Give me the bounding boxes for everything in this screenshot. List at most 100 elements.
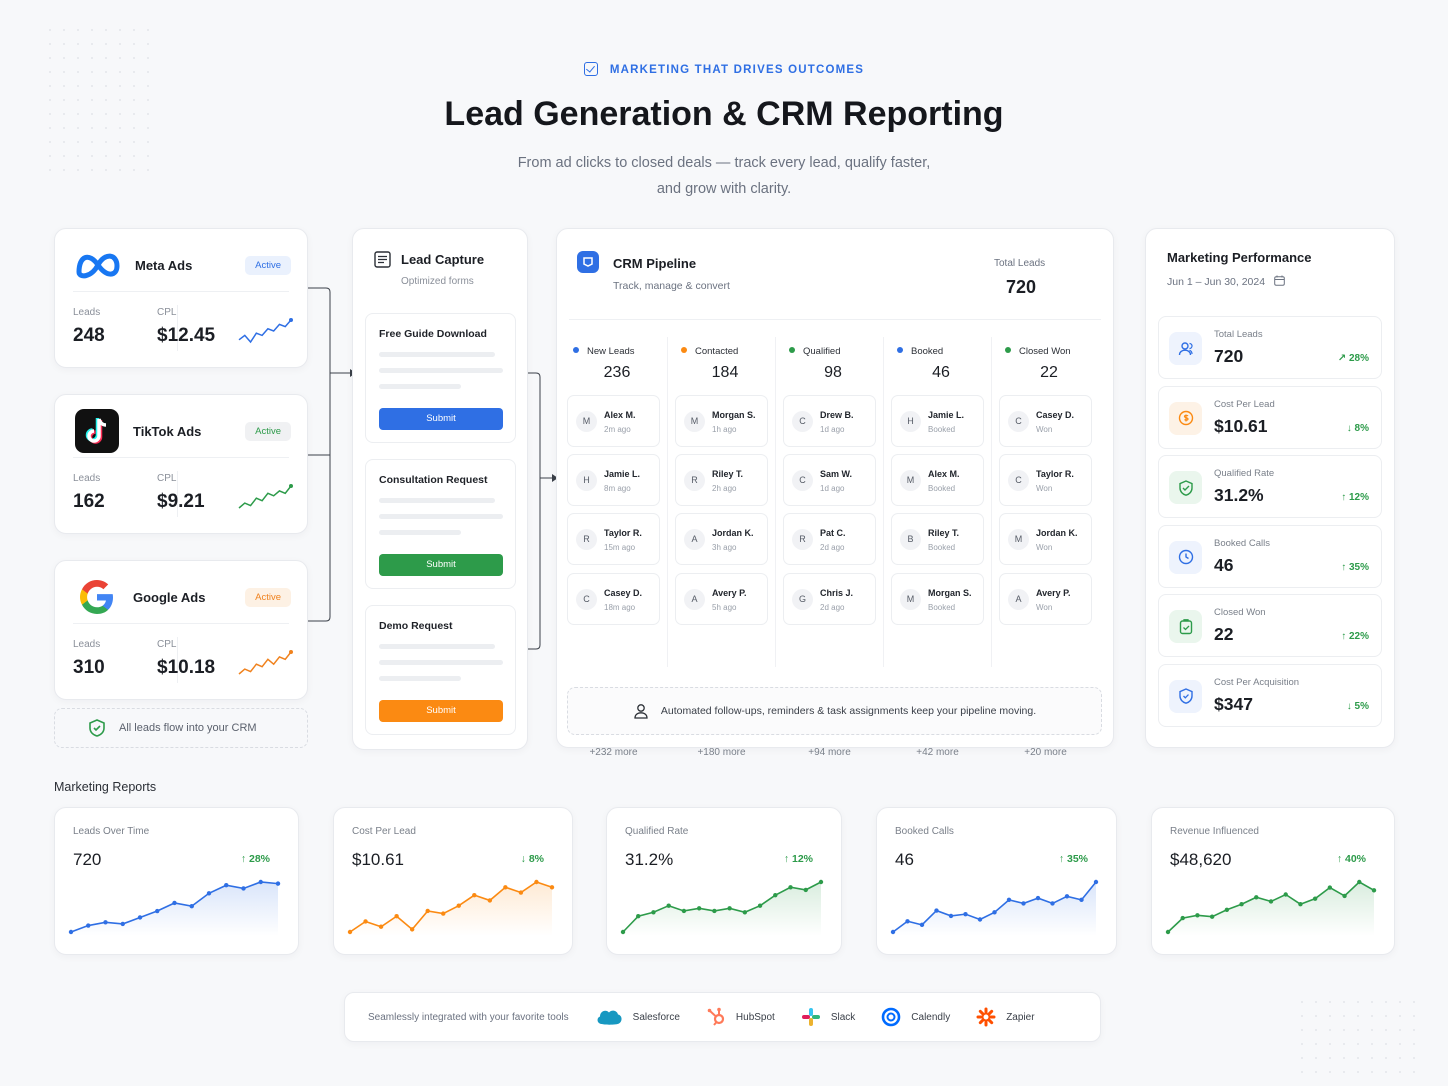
report-card[interactable]: Cost Per Lead $10.61 ↓ 8% bbox=[333, 807, 573, 955]
report-card[interactable]: Qualified Rate 31.2% ↑ 12% bbox=[606, 807, 842, 955]
lead-card[interactable]: C Drew B. 1d ago bbox=[783, 395, 876, 447]
avatar: A bbox=[1008, 589, 1029, 610]
kpi-label: Total Leads bbox=[1214, 329, 1263, 340]
lead-card[interactable]: A Jordan K. 3h ago bbox=[675, 513, 768, 565]
column-count: 236 bbox=[603, 364, 631, 381]
avatar: H bbox=[576, 470, 597, 491]
chart-point bbox=[409, 927, 415, 932]
lead-card[interactable]: M Morgan S. 1h ago bbox=[675, 395, 768, 447]
chart-point bbox=[712, 908, 717, 914]
integration-zapier[interactable]: Zapier bbox=[976, 1007, 1035, 1027]
more-link[interactable]: +232 more bbox=[589, 747, 638, 758]
leads-label: Leads bbox=[73, 639, 101, 650]
chart-point bbox=[155, 908, 160, 914]
more-link[interactable]: +180 more bbox=[697, 747, 746, 758]
report-line-chart bbox=[1165, 879, 1377, 936]
kpi-label: Cost Per Acquisition bbox=[1214, 676, 1300, 688]
integration-slack[interactable]: Slack bbox=[801, 1007, 855, 1027]
submit-button[interactable]: Submit bbox=[379, 408, 503, 430]
integration-salesforce[interactable]: Salesforce bbox=[595, 1007, 680, 1027]
shield-icon bbox=[1169, 679, 1202, 713]
ad-card-tiktok[interactable]: TikTok Ads Active Leads 162 CPL $9.21 bbox=[54, 394, 308, 534]
chart-point bbox=[696, 906, 702, 911]
report-line-chart bbox=[347, 879, 555, 936]
leads-label: Leads bbox=[73, 473, 101, 484]
kpi-delta: ↓ 5% bbox=[1346, 700, 1369, 712]
chart-point bbox=[727, 906, 732, 911]
lead-time: Won bbox=[1036, 484, 1053, 493]
sparkline-path bbox=[238, 319, 292, 344]
decorative-dot-grid bbox=[48, 28, 158, 178]
integration-hubspot[interactable]: HubSpot bbox=[706, 1007, 775, 1027]
kpi-card[interactable]: Qualified Rate 31.2% ↑ 12% bbox=[1158, 455, 1382, 518]
cpl-value: $10.18 bbox=[157, 657, 216, 678]
more-link[interactable]: +20 more bbox=[1024, 747, 1067, 758]
chart-area bbox=[350, 882, 552, 936]
submit-button[interactable]: Submit bbox=[379, 700, 503, 722]
lead-card[interactable]: C Casey D. 18m ago bbox=[567, 573, 660, 625]
date-range[interactable]: Jun 1 – Jun 30, 2024 bbox=[1167, 275, 1285, 288]
chart-point bbox=[1093, 879, 1099, 885]
lead-card[interactable]: H Jamie L. Booked bbox=[891, 395, 984, 447]
column-count: 46 bbox=[932, 364, 950, 381]
kpi-value: 46 bbox=[1214, 554, 1234, 575]
ad-source-name: Meta Ads bbox=[135, 257, 193, 273]
lead-card[interactable]: A Avery P. 5h ago bbox=[675, 573, 768, 625]
kpi-card[interactable]: Cost Per Lead $10.61 ↓ 8% bbox=[1158, 385, 1382, 449]
form-card[interactable]: Free Guide Download Submit bbox=[365, 313, 516, 443]
kpi-card[interactable]: Total Leads 720 ↗ 28% bbox=[1158, 316, 1382, 379]
chart-point bbox=[636, 914, 641, 919]
lead-card[interactable]: M Jordan K. Won bbox=[999, 513, 1092, 565]
kpi-value: 31.2% bbox=[1214, 485, 1264, 505]
integrations-bar: Seamlessly integrated with your favorite… bbox=[344, 992, 1101, 1042]
google-logo-icon bbox=[80, 580, 113, 614]
report-card[interactable]: Revenue Influenced $48,620 ↑ 40% bbox=[1151, 807, 1395, 955]
lead-card[interactable]: M Alex M. Booked bbox=[891, 454, 984, 506]
section-title: Marketing Reports bbox=[54, 780, 157, 794]
chart-point bbox=[86, 923, 91, 928]
lead-card[interactable]: M Alex M. 2m ago bbox=[567, 395, 660, 447]
lead-card[interactable]: R Pat C. 2d ago bbox=[783, 513, 876, 565]
form-title: Free Guide Download bbox=[379, 328, 487, 340]
lead-card[interactable]: H Jamie L. 8m ago bbox=[567, 454, 660, 506]
kpi-card[interactable]: Closed Won 22 ↑ 22% bbox=[1158, 594, 1382, 657]
chart-point bbox=[347, 929, 353, 935]
kpi-card[interactable]: Booked Calls 46 ↑ 35% bbox=[1158, 524, 1382, 588]
integration-calendly[interactable]: Calendly bbox=[881, 1007, 950, 1027]
ad-card-google[interactable]: Google Ads Active Leads 310 CPL $10.18 bbox=[54, 560, 308, 700]
chart-point bbox=[948, 913, 954, 919]
lead-card[interactable]: R Riley T. 2h ago bbox=[675, 454, 768, 506]
report-label: Cost Per Lead bbox=[352, 826, 416, 837]
lead-name: Avery P. bbox=[712, 588, 747, 598]
lead-card[interactable]: R Taylor R. 15m ago bbox=[567, 513, 660, 565]
lead-card[interactable]: A Avery P. Won bbox=[999, 573, 1092, 625]
lead-card[interactable]: G Chris J. 2d ago bbox=[783, 573, 876, 625]
kpi-card[interactable]: Cost Per Acquisition $347 ↓ 5% bbox=[1158, 663, 1382, 727]
ad-card-meta[interactable]: Meta Ads Active Leads 248 CPL $12.45 bbox=[54, 228, 308, 368]
check-doc-icon bbox=[1169, 610, 1202, 643]
lead-time: Booked bbox=[928, 543, 956, 552]
more-link[interactable]: +94 more bbox=[808, 747, 851, 758]
lead-card[interactable]: C Taylor R. Won bbox=[999, 454, 1092, 506]
avatar: A bbox=[684, 589, 705, 610]
panel-title: Lead Capture bbox=[401, 252, 485, 267]
lead-card[interactable]: B Riley T. Booked bbox=[891, 513, 984, 565]
chart-point bbox=[487, 898, 493, 903]
kpi-value: 720 bbox=[1214, 346, 1244, 366]
decorative-dot-grid bbox=[1300, 1000, 1420, 1080]
report-card[interactable]: Booked Calls 46 ↑ 35% bbox=[876, 807, 1117, 955]
lead-card[interactable]: M Morgan S. Booked bbox=[891, 573, 984, 625]
form-card[interactable]: Consultation Request Submit bbox=[365, 459, 516, 589]
avatar: C bbox=[1008, 470, 1029, 491]
submit-button[interactable]: Submit bbox=[379, 554, 503, 576]
tiktok-logo-icon bbox=[75, 409, 119, 453]
avatar: C bbox=[1008, 411, 1029, 432]
lead-name: Jamie L. bbox=[928, 410, 965, 420]
report-card[interactable]: Leads Over Time 720 ↑ 28% bbox=[54, 807, 299, 955]
chart-point bbox=[472, 892, 477, 898]
lead-card[interactable]: C Casey D. Won bbox=[999, 395, 1092, 447]
form-card[interactable]: Demo Request Submit bbox=[365, 605, 516, 735]
more-link[interactable]: +42 more bbox=[916, 747, 959, 758]
chart-point bbox=[206, 891, 212, 896]
lead-card[interactable]: C Sam W. 1d ago bbox=[783, 454, 876, 506]
